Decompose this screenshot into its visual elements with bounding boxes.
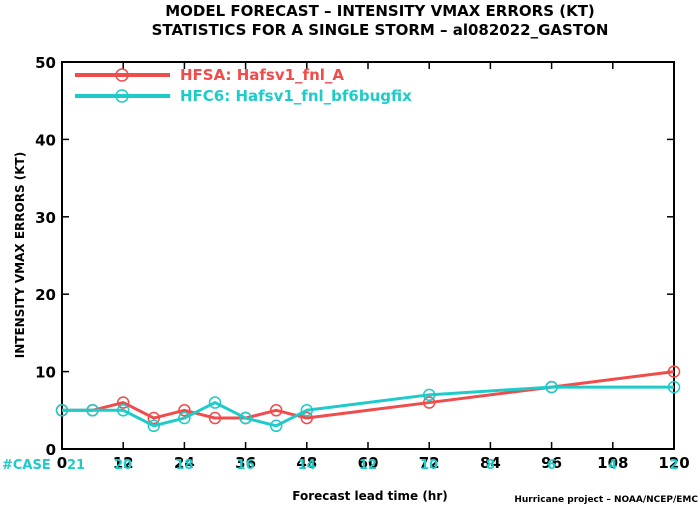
- series-1-point: [208, 411, 222, 425]
- credit-text: Hurricane project – NOAA/NCEP/EMC: [514, 495, 698, 505]
- series-2-point: [208, 396, 222, 409]
- series-2-point: [55, 404, 69, 417]
- x-tick-label: 72: [419, 454, 440, 472]
- x-axis: 0 12 24 36 48 60 72 84 96 108 120: [57, 62, 690, 472]
- y-axis-title: INTENSITY VMAX ERRORS (KT): [13, 152, 27, 358]
- y-tick-label: 30: [35, 209, 56, 227]
- x-tick-label: 0: [57, 454, 67, 472]
- case-count: 4: [608, 458, 617, 473]
- series-2-point: [667, 380, 681, 394]
- x-tick-label: 48: [296, 454, 317, 472]
- series-2-point: [116, 404, 130, 417]
- y-tick-label: 40: [35, 131, 56, 149]
- case-count: 6: [547, 458, 556, 473]
- x-tick-label: 96: [541, 454, 562, 472]
- case-row-label: #CASE: [2, 458, 51, 473]
- x-tick-label: 84: [480, 454, 501, 472]
- series-2-point: [422, 388, 436, 402]
- chart-title-line-1: MODEL FORECAST – INTENSITY VMAX ERRORS (…: [165, 2, 595, 20]
- plot-area-frame: [61, 61, 675, 450]
- series-1-point: [422, 396, 436, 409]
- legend-marker-1: [115, 68, 129, 82]
- x-tick-label: 108: [597, 454, 628, 472]
- series-1-point: [300, 411, 314, 425]
- legend-label-2: HFC6: Hafsv1_fnl_bf6bugfix: [180, 87, 412, 105]
- series-1-point: [667, 365, 681, 378]
- legend-marker-2: [115, 89, 129, 103]
- x-tick-label: 36: [235, 454, 256, 472]
- y-tick-label: 20: [35, 286, 56, 304]
- chart-title-line-2: STATISTICS FOR A SINGLE STORM – al082022…: [152, 21, 609, 39]
- series-2-point: [300, 404, 314, 417]
- case-count: 8: [486, 458, 495, 473]
- series-2-point: [178, 411, 191, 425]
- case-count-row: #CASE 21 20 18 16 14 12 10 8 6 4 2: [2, 458, 679, 473]
- series-2-point: [86, 404, 99, 417]
- y-tick-label: 50: [35, 54, 56, 72]
- case-count: 16: [237, 458, 255, 473]
- series-1-point: [178, 404, 191, 417]
- case-count: 12: [359, 458, 377, 473]
- y-axis: 0 10 20 30 40 50: [35, 54, 674, 459]
- legend-label-1: HFSA: Hafsv1_fnl_A: [180, 66, 344, 84]
- case-count: 2: [669, 458, 678, 473]
- series-2-point: [147, 419, 161, 433]
- case-count: 20: [114, 458, 132, 473]
- x-tick-label: 120: [658, 454, 689, 472]
- series-2-point: [269, 419, 283, 433]
- series-2-point: [545, 380, 558, 394]
- series-1-point: [116, 396, 130, 409]
- series-1-point: [147, 411, 161, 425]
- y-tick-label: 10: [35, 364, 56, 382]
- legend: HFSA: Hafsv1_fnl_A HFC6: Hafsv1_fnl_bf6bu…: [75, 66, 412, 105]
- case-count: 21: [67, 458, 85, 473]
- x-tick-label: 12: [113, 454, 134, 472]
- case-count: 10: [420, 458, 438, 473]
- series-1-point: [269, 404, 283, 417]
- series-layer: [55, 365, 681, 433]
- x-tick-label: 60: [358, 454, 379, 472]
- case-count: 18: [175, 458, 193, 473]
- x-tick-label: 24: [174, 454, 195, 472]
- case-count: 14: [298, 458, 316, 473]
- x-axis-title: Forecast lead time (hr): [292, 489, 448, 503]
- y-tick-label: 0: [46, 441, 56, 459]
- series-line-1: [62, 370, 675, 420]
- series-2-point: [239, 411, 252, 425]
